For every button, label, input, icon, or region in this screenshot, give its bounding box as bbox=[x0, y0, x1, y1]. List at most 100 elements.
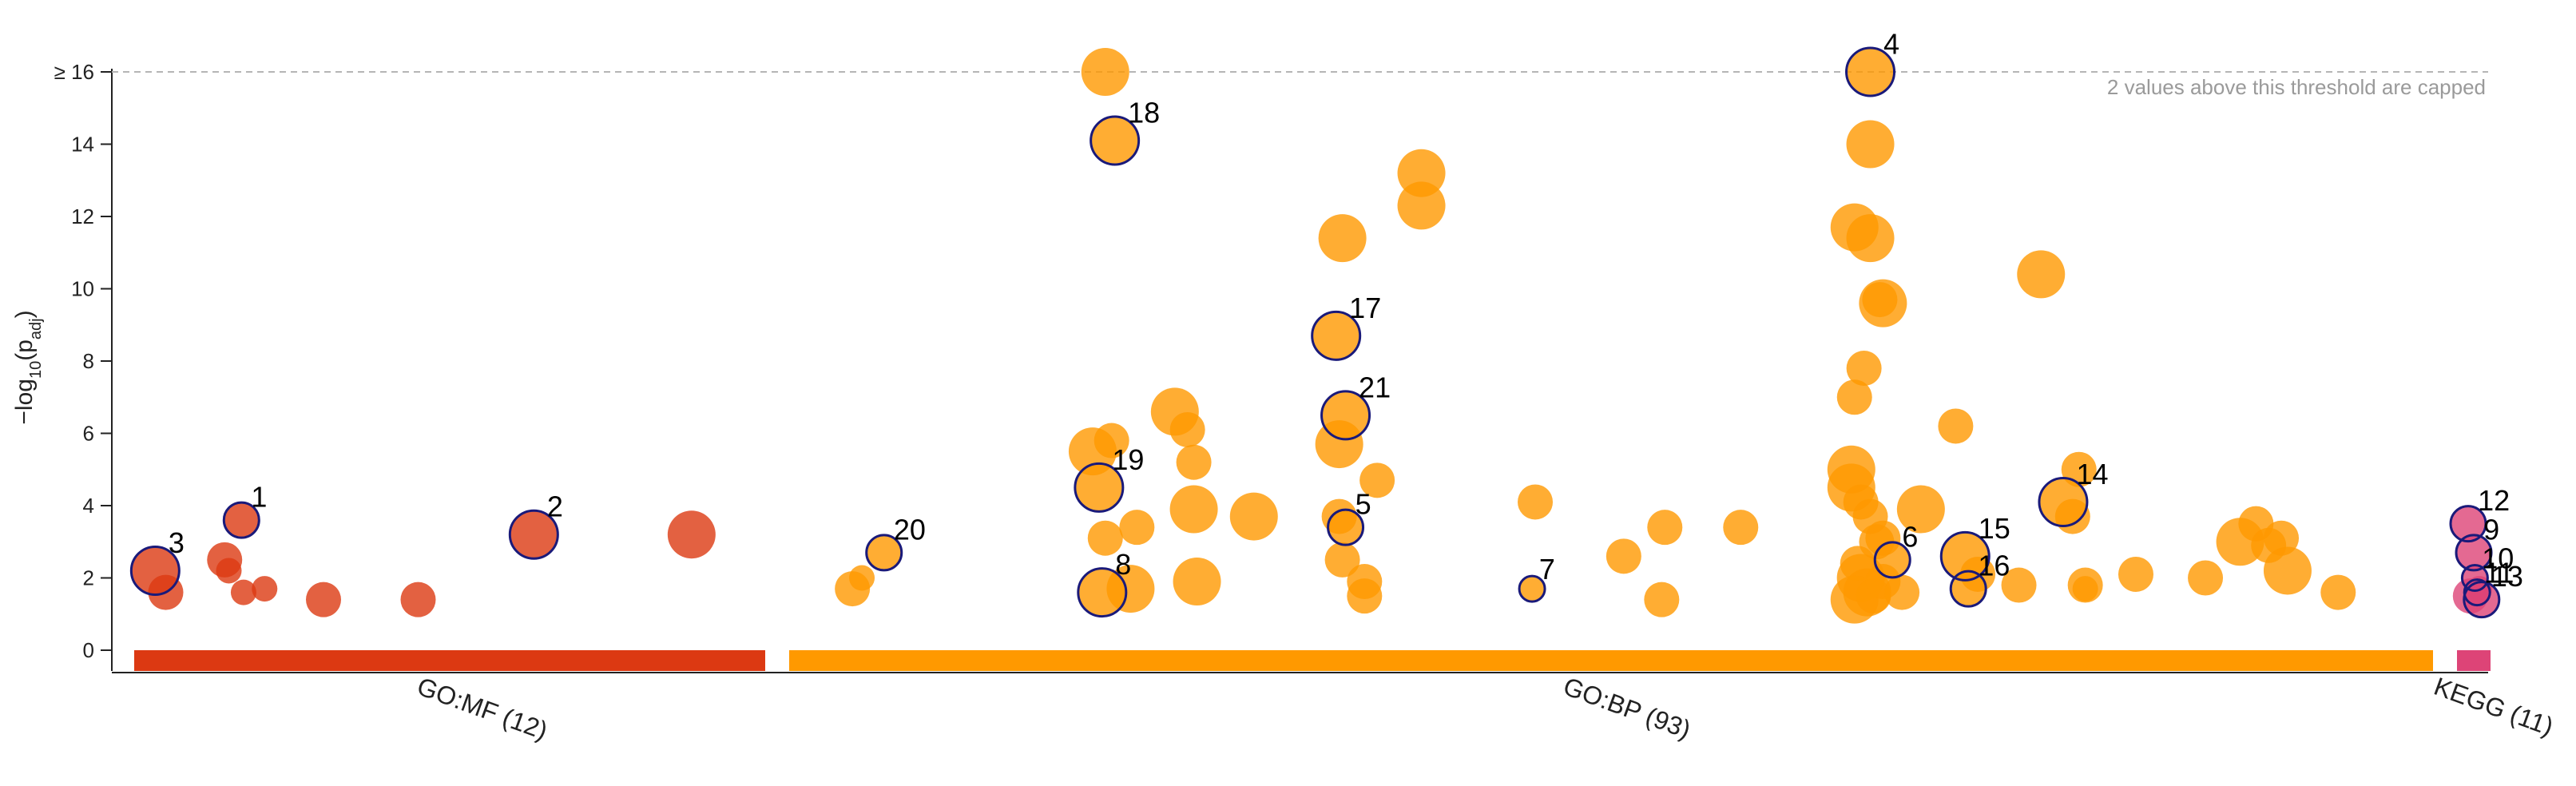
point-label-10: 10 bbox=[2482, 542, 2514, 575]
point-bp-59 bbox=[1938, 408, 1974, 444]
point-bp-18 bbox=[1318, 214, 1367, 263]
point-bp-19 bbox=[1312, 312, 1360, 360]
point-bp-26 bbox=[1347, 578, 1383, 614]
highlight-ring-bp-30 bbox=[1518, 574, 1546, 603]
highlight-ring-bp-62 bbox=[1949, 570, 1987, 608]
highlight-ring-bp-9 bbox=[1077, 567, 1128, 618]
point-bp-63 bbox=[2001, 567, 2037, 603]
point-bp-6 bbox=[1074, 463, 1123, 512]
point-label-11: 11 bbox=[2484, 557, 2514, 590]
point-bp-67 bbox=[2054, 498, 2090, 534]
y-tick-label-5: 10 bbox=[71, 277, 94, 301]
category-label-bp: GO:BP (93) bbox=[1560, 672, 1695, 744]
point-label-7: 7 bbox=[1539, 553, 1555, 586]
point-bp-15 bbox=[1169, 485, 1218, 534]
point-bp-77 bbox=[2320, 574, 2356, 610]
point-label-19: 19 bbox=[1112, 443, 1144, 476]
point-bp-27 bbox=[1359, 462, 1395, 498]
highlight-ring-bp-20 bbox=[1320, 390, 1371, 441]
point-label-21: 21 bbox=[1359, 371, 1391, 403]
highlight-ring-bp-2 bbox=[865, 534, 903, 572]
highlight-ring-bp-60 bbox=[1939, 530, 1991, 582]
y-tick-label-7: 14 bbox=[71, 133, 94, 157]
category-bar-mf bbox=[134, 650, 765, 671]
point-mf-3 bbox=[216, 558, 242, 584]
point-label-15: 15 bbox=[1979, 512, 2010, 545]
point-bp-14 bbox=[1176, 444, 1212, 480]
highlight-ring-bp-23 bbox=[1327, 508, 1365, 546]
point-label-17: 17 bbox=[1349, 292, 1381, 324]
point-mf-8 bbox=[400, 582, 436, 617]
point-bp-8 bbox=[1087, 520, 1123, 556]
point-bp-58 bbox=[1896, 485, 1945, 534]
highlight-ring-bp-19 bbox=[1311, 310, 1362, 361]
highlight-ring-bp-56 bbox=[1873, 541, 1911, 579]
point-bp-16 bbox=[1173, 558, 1221, 606]
point-bp-4 bbox=[1090, 116, 1139, 165]
point-bp-36 bbox=[1846, 48, 1895, 96]
point-bp-71 bbox=[2188, 560, 2224, 596]
point-bp-7 bbox=[1094, 423, 1129, 458]
point-bp-30 bbox=[1519, 576, 1546, 602]
point-bp-42 bbox=[1846, 351, 1882, 387]
point-label-12: 12 bbox=[2478, 484, 2510, 517]
point-bp-23 bbox=[1328, 510, 1363, 546]
point-bp-13 bbox=[1169, 411, 1205, 447]
point-bp-70 bbox=[2118, 556, 2153, 592]
point-bp-11 bbox=[1119, 510, 1155, 546]
point-label-8: 8 bbox=[1115, 548, 1131, 581]
point-label-14: 14 bbox=[2076, 458, 2108, 490]
point-kegg-0 bbox=[2451, 506, 2486, 542]
y-tick-label-2: 4 bbox=[83, 494, 94, 518]
point-label-4: 4 bbox=[1883, 28, 1899, 61]
highlight-ring-kegg-2 bbox=[2460, 564, 2489, 592]
point-bp-3 bbox=[1081, 48, 1129, 96]
point-label-3: 3 bbox=[169, 526, 185, 559]
category-bars bbox=[134, 650, 2491, 671]
highlight-ring-bp-4 bbox=[1090, 115, 1141, 166]
y-tick-label-3: 6 bbox=[83, 422, 94, 446]
point-label-9: 9 bbox=[2483, 513, 2499, 546]
point-mf-9 bbox=[510, 510, 558, 559]
point-label-18: 18 bbox=[1128, 96, 1160, 129]
y-axis-label-paren-open: (p bbox=[11, 339, 38, 361]
highlight-ring-kegg-0 bbox=[2449, 505, 2487, 543]
point-mf-4 bbox=[224, 502, 260, 538]
point-bp-43 bbox=[1836, 379, 1872, 415]
category-labels: GO:MF (12) GO:BP (93) KEGG (11) bbox=[414, 672, 2558, 745]
point-bp-31 bbox=[1518, 484, 1554, 520]
point-label-5: 5 bbox=[1355, 488, 1371, 521]
point-mf-6 bbox=[252, 576, 278, 602]
point-label-20: 20 bbox=[894, 513, 926, 546]
point-label-6: 6 bbox=[1902, 520, 1918, 553]
point-bp-29 bbox=[1397, 181, 1446, 230]
category-bar-bp bbox=[789, 650, 2433, 671]
threshold-note: 2 values above this threshold are capped bbox=[2107, 75, 2486, 99]
highlight-ring-mf-4 bbox=[222, 501, 260, 539]
point-label-2: 2 bbox=[547, 490, 563, 523]
y-tick-label-0: 0 bbox=[83, 638, 94, 662]
category-bar-kegg bbox=[2457, 650, 2491, 671]
point-bp-35 bbox=[1723, 510, 1759, 546]
highlight-ring-bp-36 bbox=[1845, 46, 1896, 97]
y-axis-label-paren-close: ) bbox=[11, 310, 38, 318]
point-label-1: 1 bbox=[251, 481, 267, 514]
highlight-ring-bp-6 bbox=[1074, 462, 1125, 513]
y-tick-label-6: 12 bbox=[71, 204, 94, 228]
point-bp-33 bbox=[1647, 510, 1683, 546]
point-bp-76 bbox=[2263, 546, 2312, 595]
point-bp-41 bbox=[1862, 282, 1898, 318]
point-bp-2 bbox=[866, 534, 902, 570]
category-label-mf: GO:MF (12) bbox=[414, 672, 552, 745]
point-bp-17 bbox=[1229, 492, 1278, 541]
point-label-13: 13 bbox=[2491, 560, 2523, 593]
point-bp-34 bbox=[1644, 582, 1680, 617]
point-kegg-1 bbox=[2456, 534, 2491, 570]
y-axis-label-main: −log bbox=[11, 379, 38, 425]
point-bp-57 bbox=[1884, 574, 1920, 610]
y-axis: 0 2 4 6 8 10 12 14 ≥ 16 bbox=[54, 60, 113, 671]
point-bp-37 bbox=[1846, 120, 1895, 169]
point-bp-39 bbox=[1846, 214, 1895, 263]
